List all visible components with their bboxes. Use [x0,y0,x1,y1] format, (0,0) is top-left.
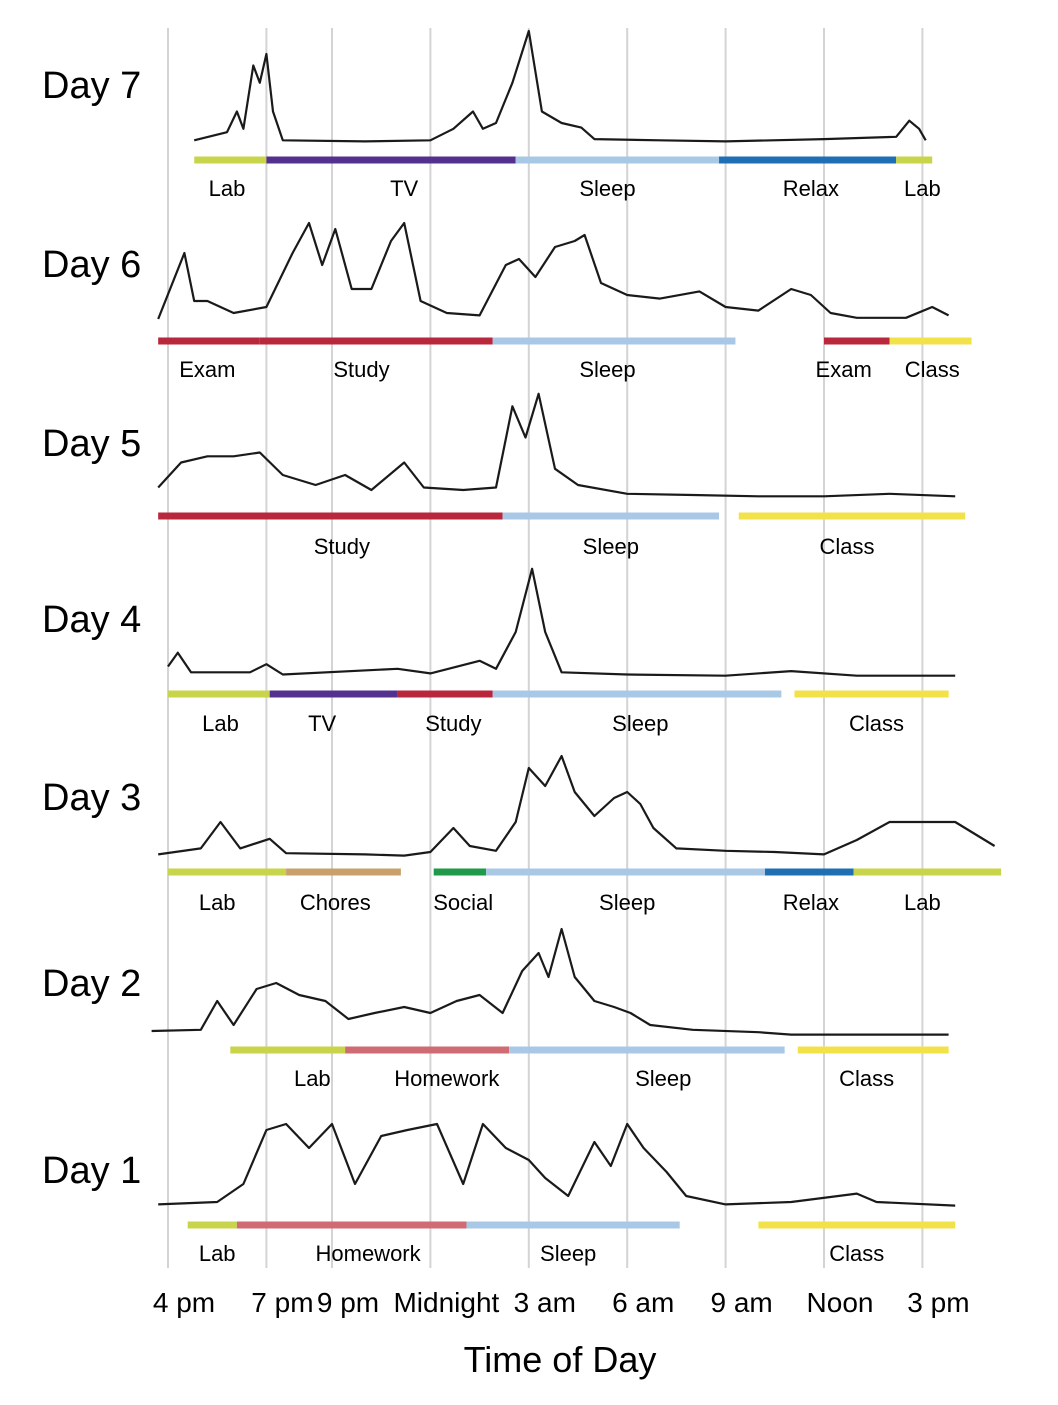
activity-label: Lab [199,890,236,915]
activity-label: Relax [783,176,839,201]
day-row-3: Day 5 Study Sleep Class [42,392,966,559]
activity-label: Lab [294,1066,331,1091]
x-tick-label: Midnight [393,1287,499,1318]
activity-trace [157,221,950,320]
activity-label: TV [308,711,336,736]
activity-label: Homework [394,1066,500,1091]
activity-label: Exam [179,357,235,382]
day-label: Day 1 [42,1150,141,1192]
day-label: Day 3 [42,777,141,819]
activity-label: Class [829,1241,884,1266]
activity-label: Sleep [579,357,635,382]
activity-label: Sleep [635,1066,691,1091]
activity-trace [151,927,949,1036]
x-axis-title: Time of Day [464,1339,657,1380]
activity-label: Relax [783,890,839,915]
activity-label: Class [849,711,904,736]
activity-label: Sleep [579,176,635,201]
x-tick-label: 3 am [514,1287,576,1318]
activity-label: Class [839,1066,894,1091]
day-label: Day 4 [42,599,141,641]
activity-label: Class [819,534,874,559]
activity-label: Homework [316,1241,422,1266]
x-tick-label: 6 am [612,1287,674,1318]
activity-label: Study [425,711,481,736]
day-row-5: Day 3 Lab Chores Social Sleep Relax Lab [42,754,1002,915]
day-row-1: Day 7 Lab TV Sleep Relax Lab [42,29,941,201]
activity-trace [167,567,956,677]
x-tick-label: Noon [807,1287,874,1318]
activity-label: Study [333,357,389,382]
activity-label: Lab [199,1241,236,1266]
activity-label: Class [905,357,960,382]
day-rows: Day 7 Lab TV Sleep Relax Lab Day 6 Exam Study Sle… [42,29,1002,1266]
activity-label: Exam [816,357,872,382]
x-tick-label: 9 pm [317,1287,379,1318]
x-tick-label: 4 pm [153,1287,215,1318]
activity-trace [158,754,996,857]
day-label: Day 7 [42,65,141,107]
activity-label: Lab [209,176,246,201]
activity-trace [157,392,956,498]
activity-label: Sleep [583,534,639,559]
activity-trace [193,29,927,143]
day-row-2: Day 6 Exam Study Sleep Exam Class [42,221,972,382]
day-row-6: Day 2 Lab Homework Sleep Class [42,927,949,1091]
day-label: Day 6 [42,244,141,286]
activity-label: TV [390,176,418,201]
activity-label: Lab [904,176,941,201]
x-tick-label: 7 pm [251,1287,313,1318]
activity-trace [158,1122,956,1207]
grid-lines [167,28,924,1268]
day-label: Day 5 [42,423,141,465]
activity-label: Lab [904,890,941,915]
x-axis-ticks: 4 pm 7 pm 9 pm Midnight 3 am 6 am 9 am Noon 3 pm [153,1287,970,1318]
x-tick-label: 9 am [710,1287,772,1318]
x-tick-label: 3 pm [907,1287,969,1318]
activity-label: Sleep [612,711,668,736]
activity-label: Study [314,534,370,559]
day-row-7: Day 1 Lab Homework Sleep Class [42,1122,956,1266]
activity-label: Lab [202,711,239,736]
activity-label: Social [433,890,493,915]
activity-label: Sleep [599,890,655,915]
day-label: Day 2 [42,963,141,1005]
day-row-4: Day 4 Lab TV Study Sleep Class [42,567,956,736]
activity-label: Chores [300,890,371,915]
activity-label: Sleep [540,1241,596,1266]
